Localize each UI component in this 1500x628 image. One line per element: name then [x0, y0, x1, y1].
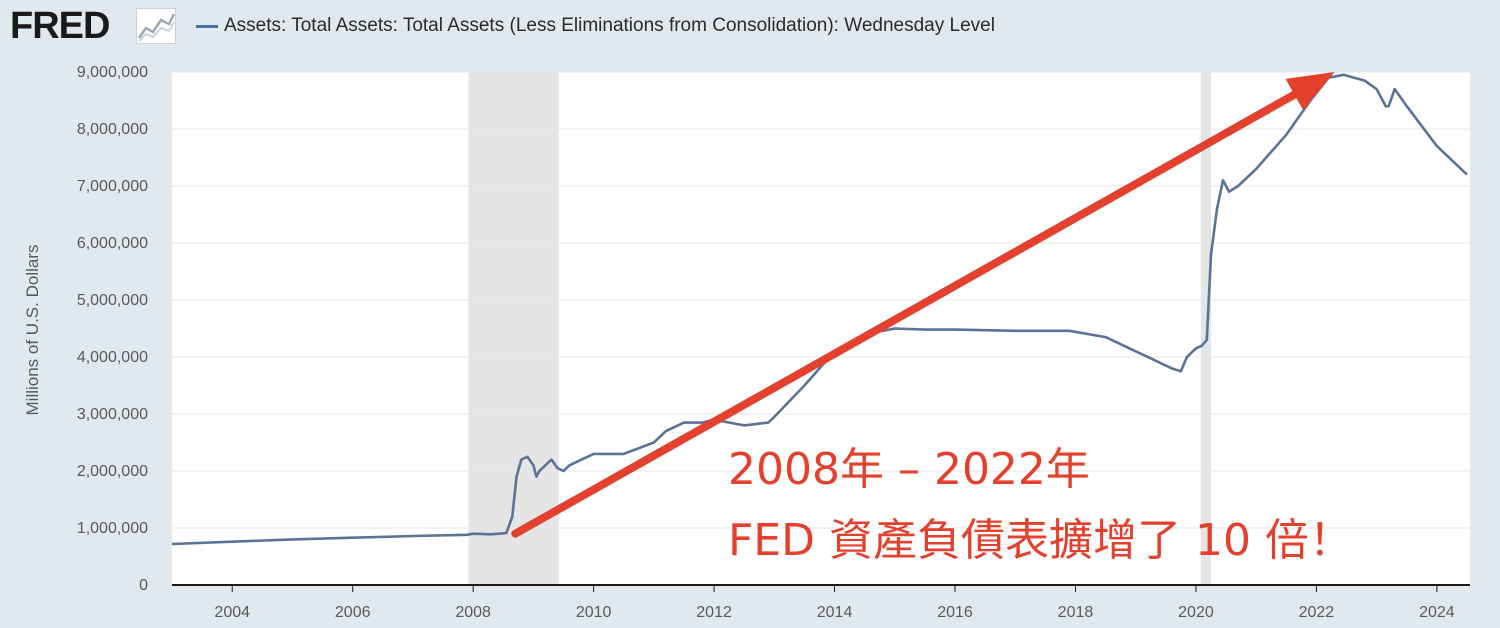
x-tick-label: 2024 [1419, 604, 1455, 621]
y-tick-label: 9,000,000 [77, 64, 148, 81]
y-tick-label: 8,000,000 [77, 121, 148, 138]
y-tick-label: 2,000,000 [77, 463, 148, 480]
line-chart-icon [136, 8, 176, 44]
y-tick-label: 7,000,000 [77, 178, 148, 195]
annotation-arrow-shaft [511, 90, 1299, 538]
plot-background [172, 72, 1470, 585]
series-line [172, 73, 1468, 546]
annotation-line-1: 2008年 – 2022年 [728, 444, 1090, 495]
annotation [511, 72, 1335, 538]
legend-swatch [196, 25, 218, 28]
fred-logo: FRED [10, 5, 110, 47]
y-axis-label: Millions of U.S. Dollars [23, 245, 42, 416]
x-tick-label: 2006 [335, 604, 371, 621]
x-tick-label: 2016 [937, 604, 973, 621]
x-tick-label: 2004 [214, 604, 250, 621]
y-tick-label: 1,000,000 [77, 520, 148, 537]
x-axis-ticks: 2004 2006 2008 2010 2012 2014 2016 2018 2020 2022… [214, 585, 1455, 621]
x-tick-label: 2018 [1058, 604, 1094, 621]
y-tick-label: 0 [139, 577, 148, 594]
y-tick-label: 4,000,000 [77, 349, 148, 366]
x-tick-label: 2012 [696, 604, 732, 621]
recession-band [1200, 72, 1212, 585]
x-tick-label: 2022 [1299, 604, 1335, 621]
x-tick-label: 2010 [576, 604, 612, 621]
y-tick-label: 6,000,000 [77, 235, 148, 252]
x-tick-label: 2008 [455, 604, 491, 621]
gridlines [172, 71, 1470, 529]
chart-header: FRED Assets: Total Assets: Total Assets … [0, 0, 1500, 56]
y-axis-ticks: 0 1,000,000 2,000,000 3,000,000 4,000,000 5,0… [77, 64, 148, 594]
y-tick-label: 5,000,000 [77, 292, 148, 309]
x-tick-label: 2014 [817, 604, 853, 621]
x-tick-label: 2020 [1178, 604, 1214, 621]
annotation-arrow-head [1285, 72, 1335, 111]
legend-label: Assets: Total Assets: Total Assets (Less… [224, 15, 995, 36]
y-tick-label: 3,000,000 [77, 406, 148, 423]
annotation-line-2: FED 資產負債表擴增了 10 倍！ [728, 515, 1353, 566]
series-area [172, 73, 1468, 546]
